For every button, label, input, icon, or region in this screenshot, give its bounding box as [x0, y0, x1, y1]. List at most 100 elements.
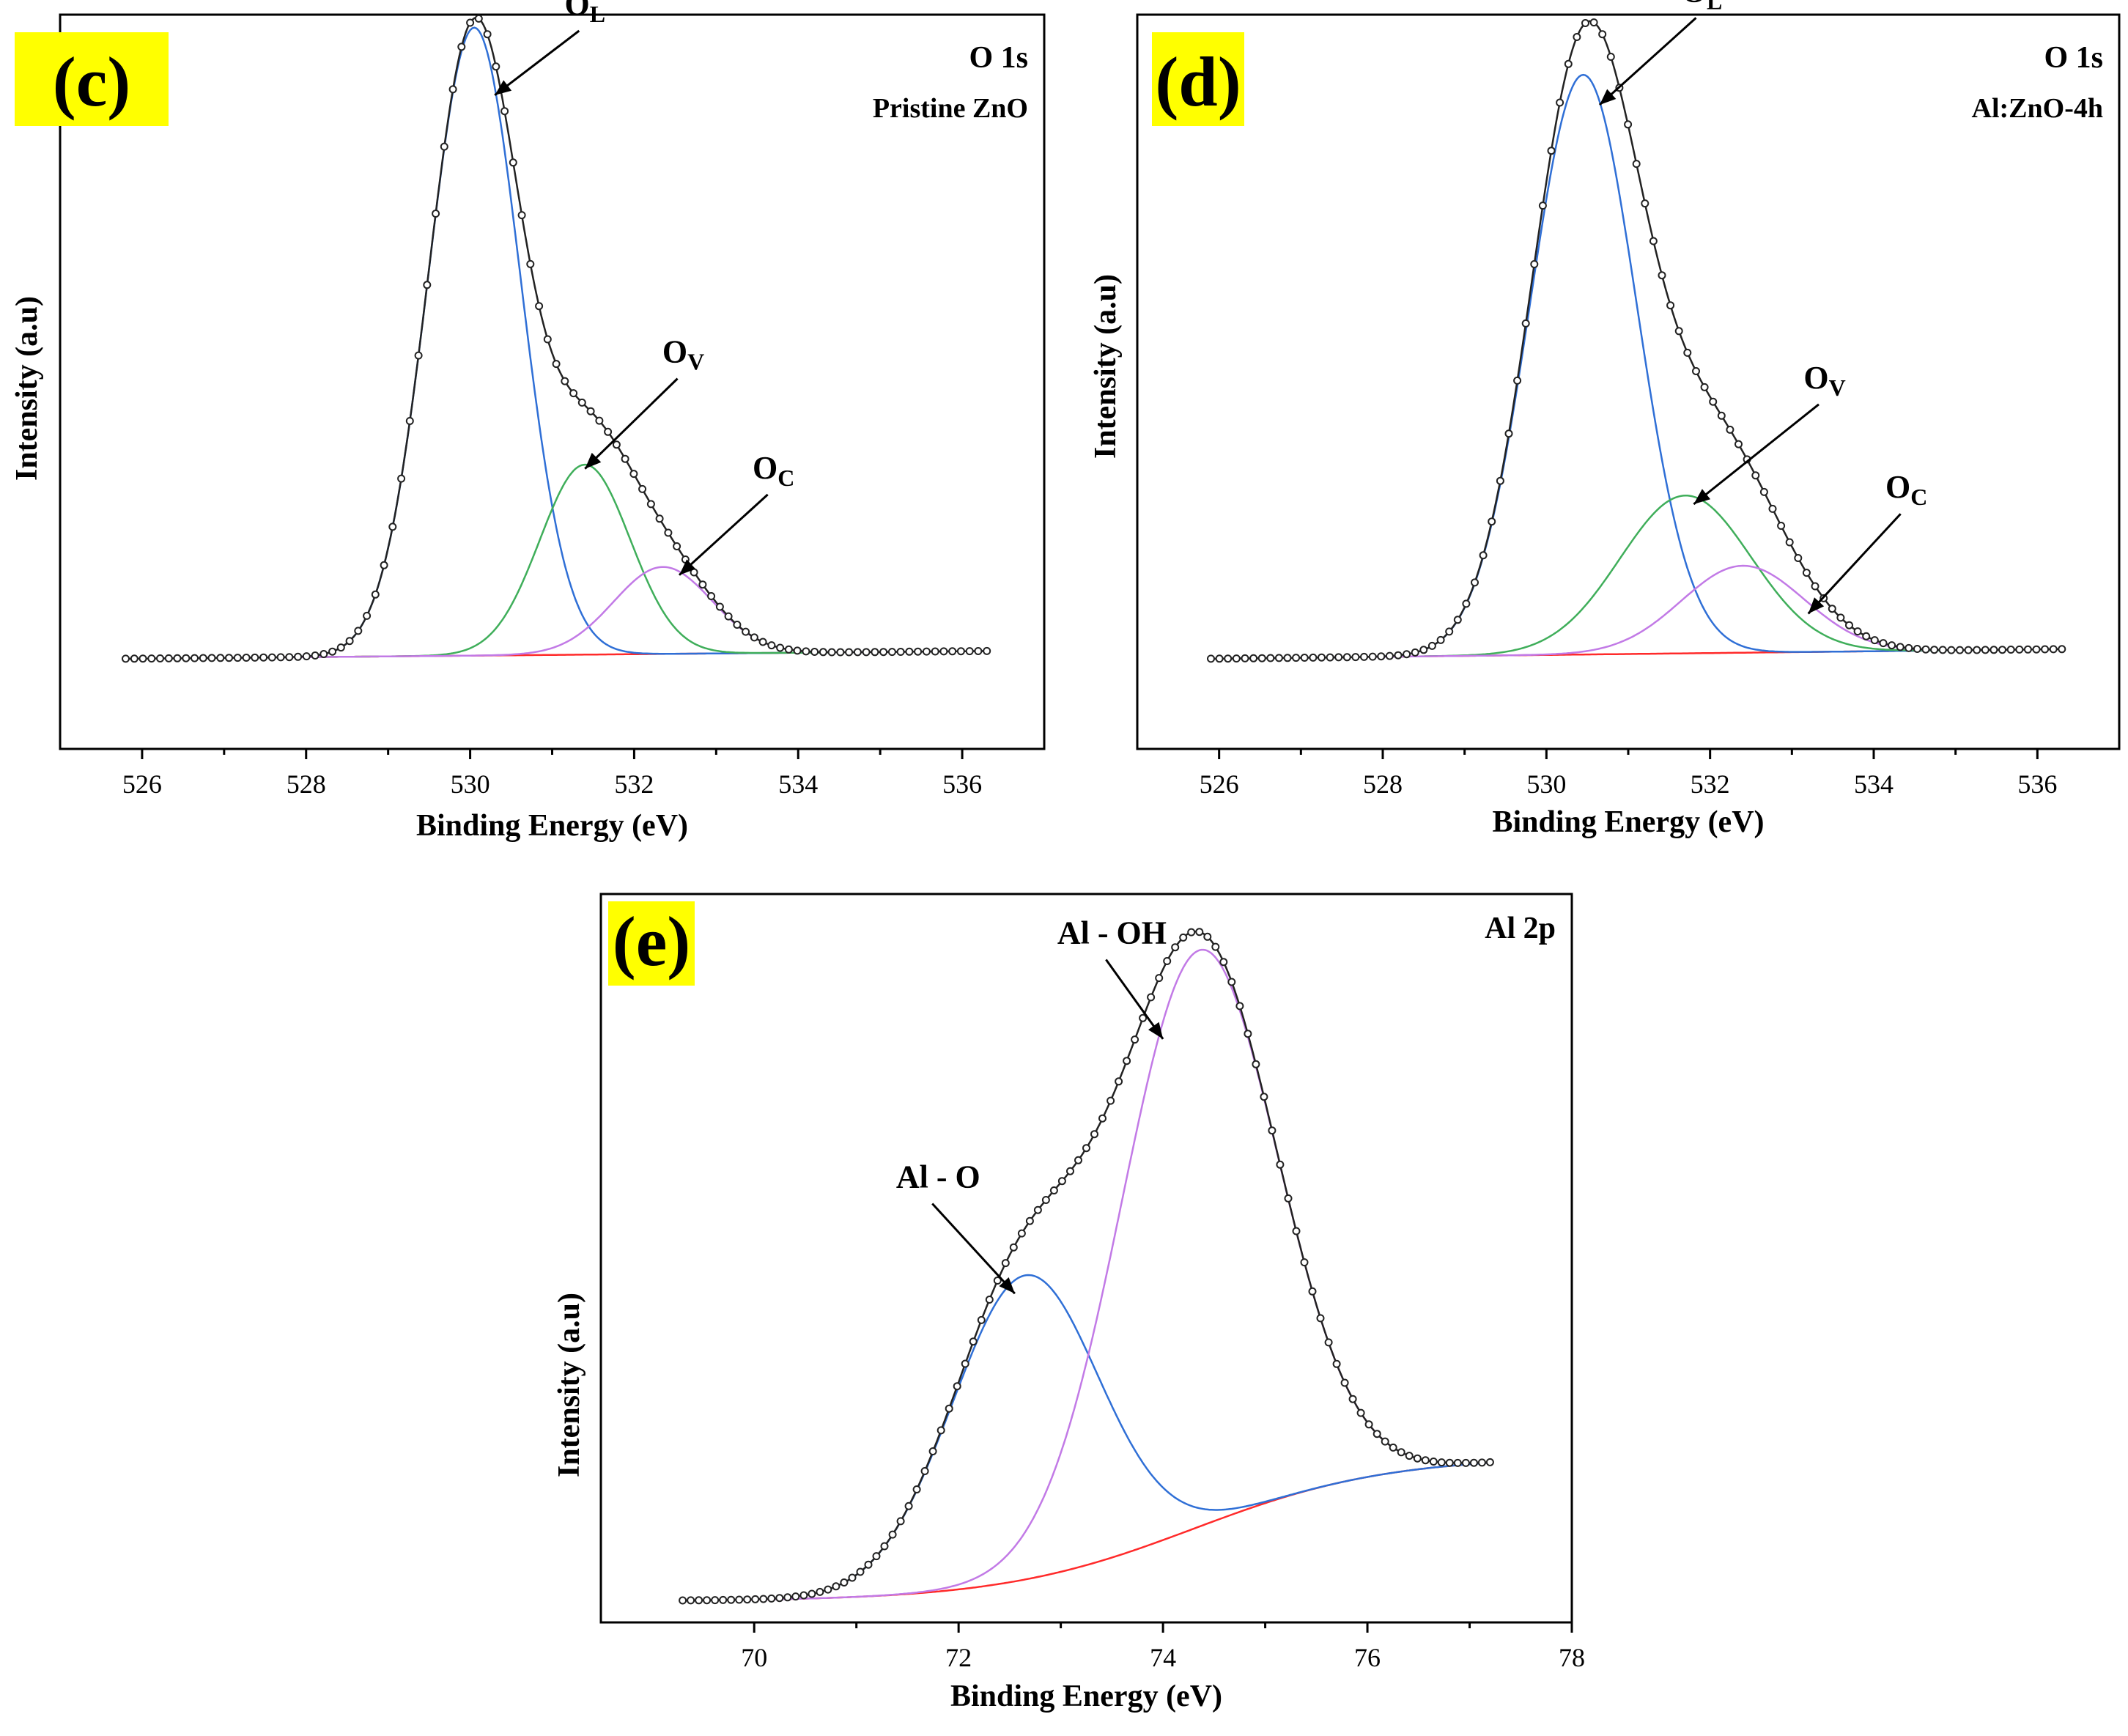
envelope-point [1453, 616, 1462, 624]
envelope-point [1734, 440, 1743, 448]
envelope-point [1381, 1437, 1389, 1446]
x-tick-label: 532 [614, 769, 654, 799]
envelope-point [1268, 1126, 1277, 1135]
envelope-point [1348, 1395, 1357, 1403]
envelope-point [1437, 1458, 1446, 1467]
envelope-point [888, 1530, 897, 1539]
envelope-point [638, 484, 647, 493]
envelope-point [733, 621, 742, 629]
envelope-point [595, 416, 604, 425]
annotation-arrow [1105, 959, 1164, 1040]
envelope-point [122, 654, 130, 663]
envelope-point [914, 647, 923, 656]
panel-e: 70 72 74 76 78 Binding Energy (eV) Intensity (… [535, 857, 1599, 1732]
chart-title: O 1s [969, 41, 1028, 75]
annotation-arrowhead [1148, 1022, 1164, 1039]
envelope-point [1147, 993, 1156, 1002]
envelope-point [621, 454, 629, 463]
envelope-point [1389, 1443, 1397, 1452]
chart-subtitle: Pristine ZnO [873, 93, 1028, 124]
envelope-point [604, 427, 613, 436]
envelope-point [887, 648, 896, 657]
envelope-point [1589, 18, 1598, 27]
envelope-point [1360, 652, 1368, 661]
envelope-point [199, 654, 207, 662]
envelope-point [1009, 1243, 1018, 1252]
envelope-point [879, 648, 888, 657]
x-tick-label: 70 [741, 1643, 767, 1672]
envelope-point [703, 1596, 712, 1605]
envelope-point [1179, 933, 1188, 942]
envelope-point [517, 211, 526, 220]
annotation-arrowhead [679, 559, 696, 575]
envelope-point [1211, 942, 1220, 951]
envelope-point [802, 647, 810, 656]
envelope-point [1385, 651, 1394, 660]
annotation-arrow [1693, 403, 1819, 506]
envelope-point [1300, 654, 1309, 662]
envelope-point [1445, 627, 1454, 636]
envelope-point [2015, 645, 2024, 654]
envelope-point [1421, 1456, 1430, 1465]
envelope-point [1598, 30, 1607, 39]
envelope-point [695, 1596, 703, 1605]
envelope-point [687, 1596, 695, 1605]
envelope-point [1896, 643, 1905, 651]
panel-c: 526 528 530 532 534 536 Binding Energy (eV) Int… [0, 0, 1064, 843]
envelope-point [2058, 645, 2066, 654]
envelope-point [474, 14, 483, 23]
x-tick-label: 76 [1354, 1643, 1381, 1672]
envelope-point [1538, 202, 1547, 210]
envelope-point [432, 210, 440, 218]
envelope-point [1405, 1452, 1414, 1460]
envelope-point [1751, 471, 1760, 480]
x-axis-label: Binding Energy (eV) [950, 1680, 1222, 1713]
envelope-point [1913, 645, 1921, 653]
envelope-point [1709, 397, 1718, 406]
envelope-point [1436, 635, 1445, 644]
envelope-point [983, 646, 991, 655]
envelope-point [1479, 551, 1488, 560]
envelope-point [1998, 646, 2006, 654]
envelope-point [1485, 1458, 1494, 1466]
envelope-point [586, 407, 595, 415]
envelope-point [2041, 645, 2050, 654]
annotation-arrow [494, 29, 580, 97]
envelope-point [1513, 376, 1522, 385]
annotation-label: OV [1803, 360, 1845, 401]
envelope-point [836, 648, 845, 657]
envelope-point [543, 335, 552, 344]
envelope-point [1717, 411, 1726, 420]
envelope-point [191, 654, 199, 662]
x-tick-label: 534 [778, 769, 818, 799]
chart-subtitle: Al:ZnO-4h [1972, 93, 2103, 124]
envelope-point [1658, 271, 1666, 280]
envelope-point [552, 360, 561, 369]
envelope-point [414, 351, 423, 360]
envelope-point [759, 1595, 768, 1603]
envelope-point [1227, 978, 1236, 986]
x-tick-label: 534 [1854, 769, 1894, 799]
envelope-point [1632, 160, 1641, 169]
envelope-point [1139, 1013, 1148, 1022]
annotation-label: Al - OH [1057, 915, 1167, 951]
annotation-label: OC [1885, 469, 1927, 510]
envelope-point [1187, 928, 1196, 937]
envelope-point [380, 561, 388, 569]
envelope-point [1326, 653, 1334, 662]
envelope-point [1530, 260, 1539, 268]
envelope-point [1082, 1144, 1090, 1153]
envelope-point [1547, 147, 1556, 155]
envelope-point [1284, 1194, 1293, 1203]
envelope-point [1445, 1458, 1454, 1467]
envelope-point [233, 654, 242, 662]
envelope-point [936, 1426, 945, 1435]
envelope-point [1241, 654, 1249, 662]
envelope-point [928, 1447, 937, 1455]
series-al-o [682, 1274, 1490, 1602]
envelope-point [1163, 957, 1172, 965]
envelope-point [743, 1595, 752, 1604]
envelope-point [1025, 1216, 1034, 1225]
envelope-point [371, 590, 380, 599]
envelope-point [1469, 1458, 1478, 1467]
